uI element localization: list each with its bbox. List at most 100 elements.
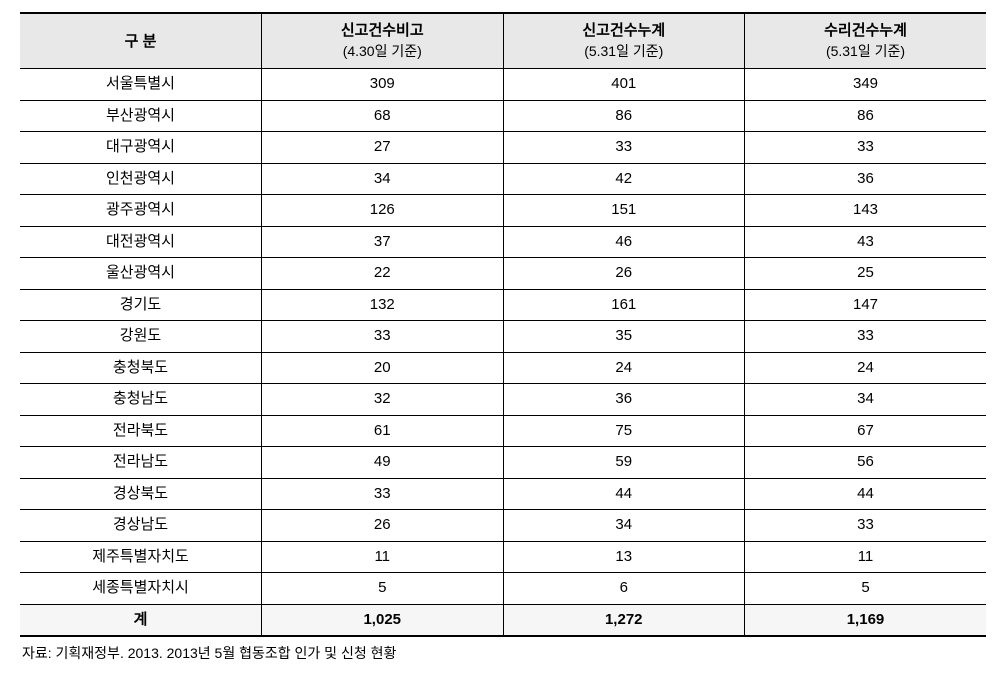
header-row: 구 분 신고건수비고 (4.30일 기준) 신고건수누계 (5.31일 기준) … [20,13,986,69]
value-cell: 11 [262,541,504,573]
value-cell: 33 [745,510,987,542]
value-cell: 44 [745,478,987,510]
value-cell: 22 [262,258,504,290]
value-cell: 61 [262,415,504,447]
table-header: 구 분 신고건수비고 (4.30일 기준) 신고건수누계 (5.31일 기준) … [20,13,986,69]
value-cell: 68 [262,100,504,132]
table-row: 세종특별자치시565 [20,573,986,605]
value-cell: 33 [262,478,504,510]
value-cell: 6 [503,573,745,605]
value-cell: 34 [503,510,745,542]
region-cell: 경상북도 [20,478,262,510]
table-row: 광주광역시126151143 [20,195,986,227]
value-cell: 5 [745,573,987,605]
value-cell: 49 [262,447,504,479]
value-cell: 309 [262,69,504,101]
table-row: 부산광역시688686 [20,100,986,132]
value-cell: 56 [745,447,987,479]
value-cell: 143 [745,195,987,227]
value-cell: 161 [503,289,745,321]
value-cell: 33 [503,132,745,164]
region-cell: 서울특별시 [20,69,262,101]
header-label: 신고건수비고 [341,22,424,39]
value-cell: 132 [262,289,504,321]
total-row: 계1,0251,2721,169 [20,604,986,636]
region-cell: 부산광역시 [20,100,262,132]
region-cell: 대구광역시 [20,132,262,164]
table-row: 제주특별자치도111311 [20,541,986,573]
value-cell: 26 [262,510,504,542]
table-row: 전라남도495956 [20,447,986,479]
value-cell: 42 [503,163,745,195]
table-row: 대구광역시273333 [20,132,986,164]
table-body: 서울특별시309401349부산광역시688686대구광역시273333인천광역… [20,69,986,637]
value-cell: 5 [262,573,504,605]
table-row: 전라북도617567 [20,415,986,447]
table-row: 대전광역시374643 [20,226,986,258]
table-row: 충청북도202424 [20,352,986,384]
region-cell: 경상남도 [20,510,262,542]
region-cell: 경기도 [20,289,262,321]
value-cell: 24 [745,352,987,384]
value-cell: 37 [262,226,504,258]
region-cell: 전라남도 [20,447,262,479]
value-cell: 126 [262,195,504,227]
header-label: 신고건수누계 [582,22,665,39]
header-col-2: 신고건수누계 (5.31일 기준) [503,13,745,69]
header-label: 수리건수누계 [824,22,907,39]
table-row: 강원도333533 [20,321,986,353]
region-cell: 전라북도 [20,415,262,447]
table-row: 경기도132161147 [20,289,986,321]
value-cell: 33 [745,321,987,353]
header-sublabel: (5.31일 기준) [826,43,905,59]
total-value: 1,025 [262,604,504,636]
value-cell: 147 [745,289,987,321]
value-cell: 35 [503,321,745,353]
region-cell: 울산광역시 [20,258,262,290]
value-cell: 26 [503,258,745,290]
table-row: 경상북도334444 [20,478,986,510]
total-value: 1,169 [745,604,987,636]
header-sublabel: (4.30일 기준) [343,43,422,59]
value-cell: 349 [745,69,987,101]
region-cell: 세종특별자치시 [20,573,262,605]
region-cell: 제주특별자치도 [20,541,262,573]
value-cell: 34 [262,163,504,195]
region-cell: 충청북도 [20,352,262,384]
value-cell: 46 [503,226,745,258]
table-row: 울산광역시222625 [20,258,986,290]
table-footnote: 자료: 기획재정부. 2013. 2013년 5월 협동조합 인가 및 신청 현… [20,643,986,663]
header-col-3: 수리건수누계 (5.31일 기준) [745,13,987,69]
region-cell: 대전광역시 [20,226,262,258]
header-label: 구 분 [125,33,157,50]
region-cell: 인천광역시 [20,163,262,195]
region-cell: 충청남도 [20,384,262,416]
value-cell: 20 [262,352,504,384]
header-col-0: 구 분 [20,13,262,69]
total-value: 1,272 [503,604,745,636]
value-cell: 33 [745,132,987,164]
table-row: 경상남도263433 [20,510,986,542]
table-row: 인천광역시344236 [20,163,986,195]
value-cell: 401 [503,69,745,101]
value-cell: 34 [745,384,987,416]
value-cell: 36 [503,384,745,416]
value-cell: 24 [503,352,745,384]
table-row: 서울특별시309401349 [20,69,986,101]
total-label: 계 [20,604,262,636]
region-cell: 광주광역시 [20,195,262,227]
header-sublabel: (5.31일 기준) [584,43,663,59]
region-cell: 강원도 [20,321,262,353]
value-cell: 151 [503,195,745,227]
value-cell: 36 [745,163,987,195]
value-cell: 86 [503,100,745,132]
table-row: 충청남도323634 [20,384,986,416]
value-cell: 44 [503,478,745,510]
value-cell: 33 [262,321,504,353]
value-cell: 11 [745,541,987,573]
value-cell: 86 [745,100,987,132]
value-cell: 67 [745,415,987,447]
value-cell: 13 [503,541,745,573]
value-cell: 43 [745,226,987,258]
value-cell: 25 [745,258,987,290]
